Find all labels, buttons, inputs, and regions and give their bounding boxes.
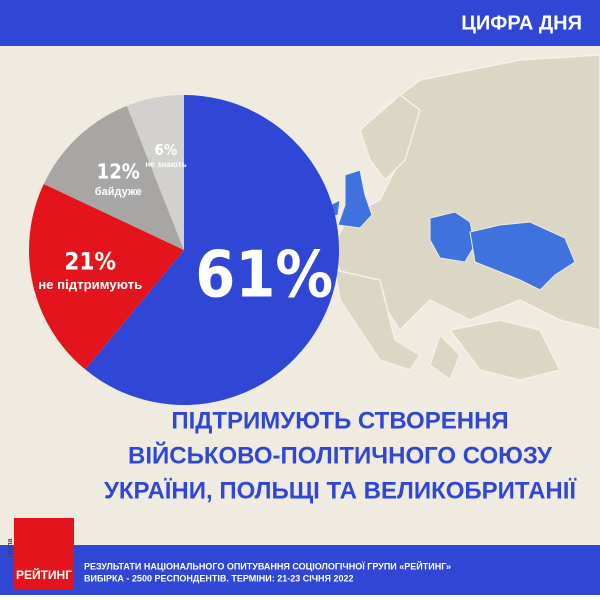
logo-box xyxy=(14,518,74,590)
pie-slice xyxy=(43,105,185,250)
footer-line: ВИБІРКА - 2500 РЕСПОНДЕНТІВ. ТЕРМІНИ: 21… xyxy=(84,573,354,583)
pie-slice xyxy=(85,95,339,405)
slice-value-label: 21% xyxy=(64,248,116,276)
title-line: ПІДТРИМУЮТЬ СТВОРЕННЯ xyxy=(171,407,508,434)
title-line: УКРАЇНИ, ПОЛЬЩІ ТА ВЕЛИКОБРИТАНІЇ xyxy=(104,477,577,504)
footer-text: РЕЗУЛЬТАТИ НАЦІОНАЛЬНОГО ОПИТУВАННЯ СОЦІ… xyxy=(84,560,451,583)
slice-value-label: 6% xyxy=(155,141,178,159)
slice-category-label: не знають xyxy=(145,160,187,169)
title-line: ВІЙСЬКОВО-ПОЛІТИЧНОГО СОЮЗУ xyxy=(128,441,553,469)
slice-category-label: байдуже xyxy=(95,186,142,198)
pie-chart: 61% 21%не підтримують 12% байдуже 6%не знают… xyxy=(29,95,339,405)
chart-title: ПІДТРИМУЮТЬ СТВОРЕННЯ ВІЙСЬКОВО-ПОЛІТИЧНО… xyxy=(104,407,577,504)
slice-value-label: 61% xyxy=(195,238,333,312)
pie-slice xyxy=(126,95,184,250)
header-title: ЦИФРА ДНЯ xyxy=(461,12,582,34)
slice-category-label: не підтримують xyxy=(38,277,142,292)
footer-bar xyxy=(0,545,600,595)
pie-slice xyxy=(29,184,185,370)
slice-value-label: 12% xyxy=(97,159,140,183)
footer-line: РЕЗУЛЬТАТИ НАЦІОНАЛЬНОГО ОПИТУВАННЯ СОЦІ… xyxy=(84,560,451,571)
logo-text: РЕЙТИНГ xyxy=(16,567,72,582)
logo-tag: група xyxy=(7,538,14,557)
header-bar xyxy=(0,0,600,46)
